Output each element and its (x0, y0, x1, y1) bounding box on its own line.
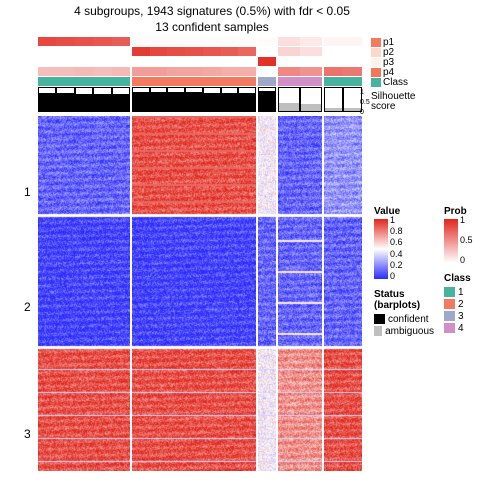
legend-status-item: ambiguous (374, 325, 434, 337)
legend-prob-colorbar (444, 219, 458, 263)
annotation-row-silhouette (38, 87, 368, 112)
legend-value-tick: 0 (390, 271, 395, 281)
heatmap-body (38, 116, 368, 471)
row-label-3: 3 (24, 427, 31, 441)
legend-prob-title: Prob (444, 206, 500, 217)
anno-label-silhouette2: score (371, 101, 395, 112)
legend-value-tick: 0.8 (390, 226, 403, 236)
annotation-row-p4 (38, 67, 368, 76)
legend-class-item: 2 (444, 298, 500, 310)
heatmap-group-5 (324, 116, 362, 471)
row-cluster-labels: 1 2 3 (24, 37, 38, 471)
title-line-1: 4 subgroups, 1943 signatures (0.5%) with… (0, 4, 504, 20)
legend-class-item: 1 (444, 286, 500, 298)
legend-value-tick: 0.6 (390, 237, 403, 247)
legend-value-colorbar (374, 219, 388, 279)
legend-value-tick: 1 (390, 215, 395, 225)
annotation-rows (38, 37, 368, 112)
legend-value-title: Value (374, 206, 434, 217)
legend-value-ticks: 10.80.60.40.20 (390, 219, 420, 279)
heatmap-group-4 (278, 116, 322, 471)
legend-prob-bar-wrap: 10.50 (444, 219, 500, 263)
legend-prob-tick: 0.5 (460, 235, 473, 245)
figure-root: 4 subgroups, 1943 signatures (0.5%) with… (0, 0, 504, 504)
legend-value-tick: 0.4 (390, 249, 403, 259)
annotation-row-class (38, 77, 368, 86)
legend-status-title: Status (barplots) (374, 289, 434, 311)
legend-class-title: Class (444, 273, 500, 284)
title-block: 4 subgroups, 1943 signatures (0.5%) with… (0, 0, 504, 37)
legend-right: Prob 10.50 Class 1234 (444, 200, 500, 334)
row-label-2: 2 (24, 300, 31, 314)
legend-class-item: 4 (444, 322, 500, 334)
title-line-2: 13 confident samples (0, 20, 504, 36)
legend-prob-tick: 0 (460, 255, 465, 265)
anno-label-class: Class (371, 77, 408, 88)
legend-left: Value 10.80.6 0.40.20 Status (barplots) c… (374, 200, 434, 337)
heatmap-group-2 (132, 116, 256, 471)
silhouette-axis-05: 0.5 (360, 99, 370, 106)
silhouette-axis-1: 1 (360, 89, 364, 96)
legend-class-items: 1234 (444, 286, 500, 334)
legend-prob-ticks: 10.50 (460, 219, 490, 263)
annotation-row-p1 (38, 37, 368, 46)
heatmap-group-1 (38, 116, 130, 471)
legend-prob-tick: 1 (460, 215, 465, 225)
legend-value-bar-wrap: 10.80.60.40.20 (374, 219, 434, 279)
row-label-1: 1 (24, 185, 31, 199)
heatmap-group-3 (258, 116, 276, 471)
annotation-row-p2 (38, 47, 368, 56)
silhouette-axis-0: 0 (360, 109, 364, 116)
legend-class-item: 3 (444, 310, 500, 322)
legend-value-tick: 0.2 (390, 260, 403, 270)
legend-status-items: confidentambiguous (374, 313, 434, 337)
plot-column (38, 37, 368, 471)
legend-status-item: confident (374, 313, 434, 325)
annotation-row-p3 (38, 57, 368, 66)
